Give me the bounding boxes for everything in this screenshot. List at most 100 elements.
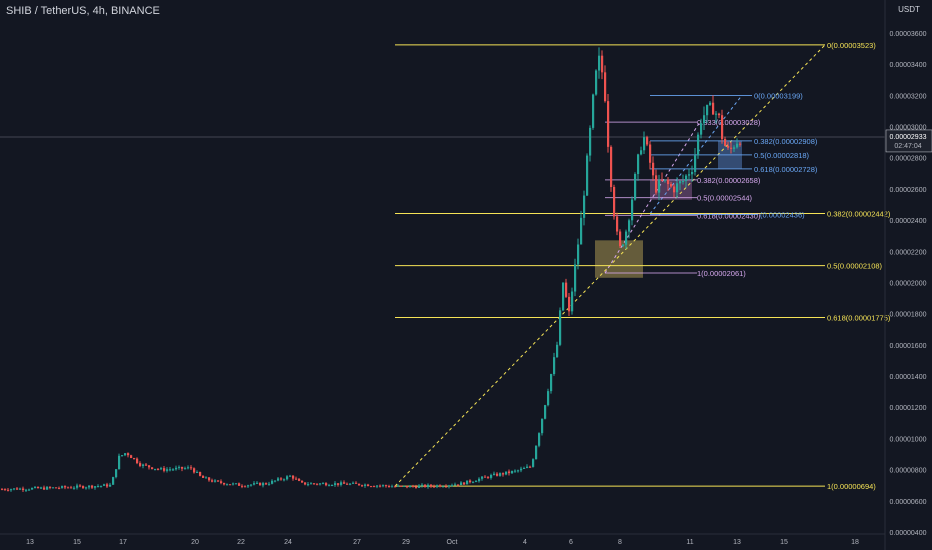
x-tick-label: 4 xyxy=(523,539,527,546)
candle-body xyxy=(262,483,265,486)
candle-body xyxy=(451,485,454,487)
x-tick-label: 22 xyxy=(237,539,245,546)
candle-body xyxy=(4,489,7,491)
candle-body xyxy=(340,482,343,485)
candle-body xyxy=(136,458,139,464)
candle-body xyxy=(604,72,607,102)
candle-body xyxy=(274,480,277,482)
candle-body xyxy=(292,475,295,479)
candle-body xyxy=(403,485,406,487)
fib-trend-line-small xyxy=(649,94,743,215)
candle-body xyxy=(199,471,202,476)
candle-body xyxy=(439,485,442,487)
candle-body xyxy=(343,482,346,484)
candle-body xyxy=(394,486,397,488)
y-tick-label: 0.00003200 xyxy=(890,93,927,100)
candle-body xyxy=(430,484,433,487)
candle-body xyxy=(367,484,370,487)
candle-body xyxy=(361,485,364,487)
candle-body xyxy=(496,473,499,476)
fib-small-label: 0.5(0.00002818) xyxy=(754,151,810,160)
candle-body xyxy=(529,466,532,468)
fib-major-label: 1(0.00000694) xyxy=(827,482,876,491)
candle-body xyxy=(511,471,514,474)
candle-body xyxy=(337,483,340,485)
candle-body xyxy=(400,485,403,487)
candle-body xyxy=(205,477,208,479)
candle-body xyxy=(418,485,421,488)
chart-title: SHIB / TetherUS, 4h, BINANCE xyxy=(6,5,160,17)
fib-major-label: 0.5(0.00002108) xyxy=(827,262,883,271)
fib-small-label: 0(0.00003199) xyxy=(754,91,803,100)
candle-body xyxy=(634,174,637,200)
candle-body xyxy=(673,186,676,193)
candle-body xyxy=(526,466,529,469)
candle-body xyxy=(613,186,616,217)
candle-body xyxy=(535,445,538,460)
candle-body xyxy=(64,486,67,488)
candle-body xyxy=(619,231,622,247)
x-tick-label: Oct xyxy=(447,539,458,546)
y-tick-label: 0.00002000 xyxy=(890,280,927,287)
candle-body xyxy=(271,480,274,484)
candle-body xyxy=(37,486,40,489)
fib-mid-label: 0.5(0.00002544) xyxy=(697,194,753,203)
fib-mid-label: 1(0.00002061) xyxy=(697,269,746,278)
candle-body xyxy=(574,264,577,292)
candle-body xyxy=(226,484,229,486)
price-unit: USDT xyxy=(898,5,920,14)
candle-body xyxy=(643,137,646,151)
fib-major-label: 0(0.00003523) xyxy=(827,41,876,50)
candle-body xyxy=(508,471,511,474)
candle-body xyxy=(697,134,700,156)
y-tick-label: 0.00000800 xyxy=(890,468,927,475)
candle-body xyxy=(178,466,181,468)
candle-body xyxy=(373,486,376,488)
candle-body xyxy=(79,485,82,487)
candle-body xyxy=(712,102,715,115)
candle-body xyxy=(427,484,430,487)
last-price-tag xyxy=(885,129,932,153)
y-tick-label: 0.00003400 xyxy=(890,62,927,69)
candle-body xyxy=(10,489,13,491)
candle-body xyxy=(541,418,544,434)
candle-body xyxy=(472,481,475,483)
candle-body xyxy=(709,102,712,105)
candle-body xyxy=(130,455,133,459)
candle-body xyxy=(334,483,337,485)
candle-body xyxy=(244,486,247,488)
candle-body xyxy=(28,489,31,491)
candle-body xyxy=(556,344,559,358)
y-tick-label: 0.00003000 xyxy=(890,124,927,131)
candle-body xyxy=(73,487,76,489)
x-tick-label: 11 xyxy=(686,539,693,546)
candle-body xyxy=(310,483,313,485)
candle-body xyxy=(415,486,418,488)
candle-body xyxy=(388,486,391,488)
candle-body xyxy=(316,483,319,485)
candle-body xyxy=(31,487,34,490)
candle-body xyxy=(676,183,679,193)
candle-body xyxy=(538,433,541,446)
candle-body xyxy=(127,453,130,456)
candle-body xyxy=(124,453,127,456)
fib-mid-label: 0.618(0.00002430) xyxy=(697,211,761,220)
target-zone-box xyxy=(595,240,643,278)
candle-body xyxy=(193,468,196,473)
candle-body xyxy=(514,470,517,472)
candle-body xyxy=(523,468,526,470)
candle-body xyxy=(703,115,706,124)
candle-body xyxy=(727,145,730,148)
candle-body xyxy=(181,466,184,469)
candle-body xyxy=(718,113,721,116)
candle-body xyxy=(268,483,271,485)
candle-body xyxy=(436,485,439,487)
y-tick-label: 0.00003600 xyxy=(890,31,927,38)
fib-small-label: 0.382(0.00002908) xyxy=(754,137,818,146)
candle-body xyxy=(565,282,568,297)
candle-body xyxy=(313,483,316,485)
candle-body xyxy=(736,143,739,148)
candle-body xyxy=(151,467,154,470)
candle-body xyxy=(103,484,106,486)
